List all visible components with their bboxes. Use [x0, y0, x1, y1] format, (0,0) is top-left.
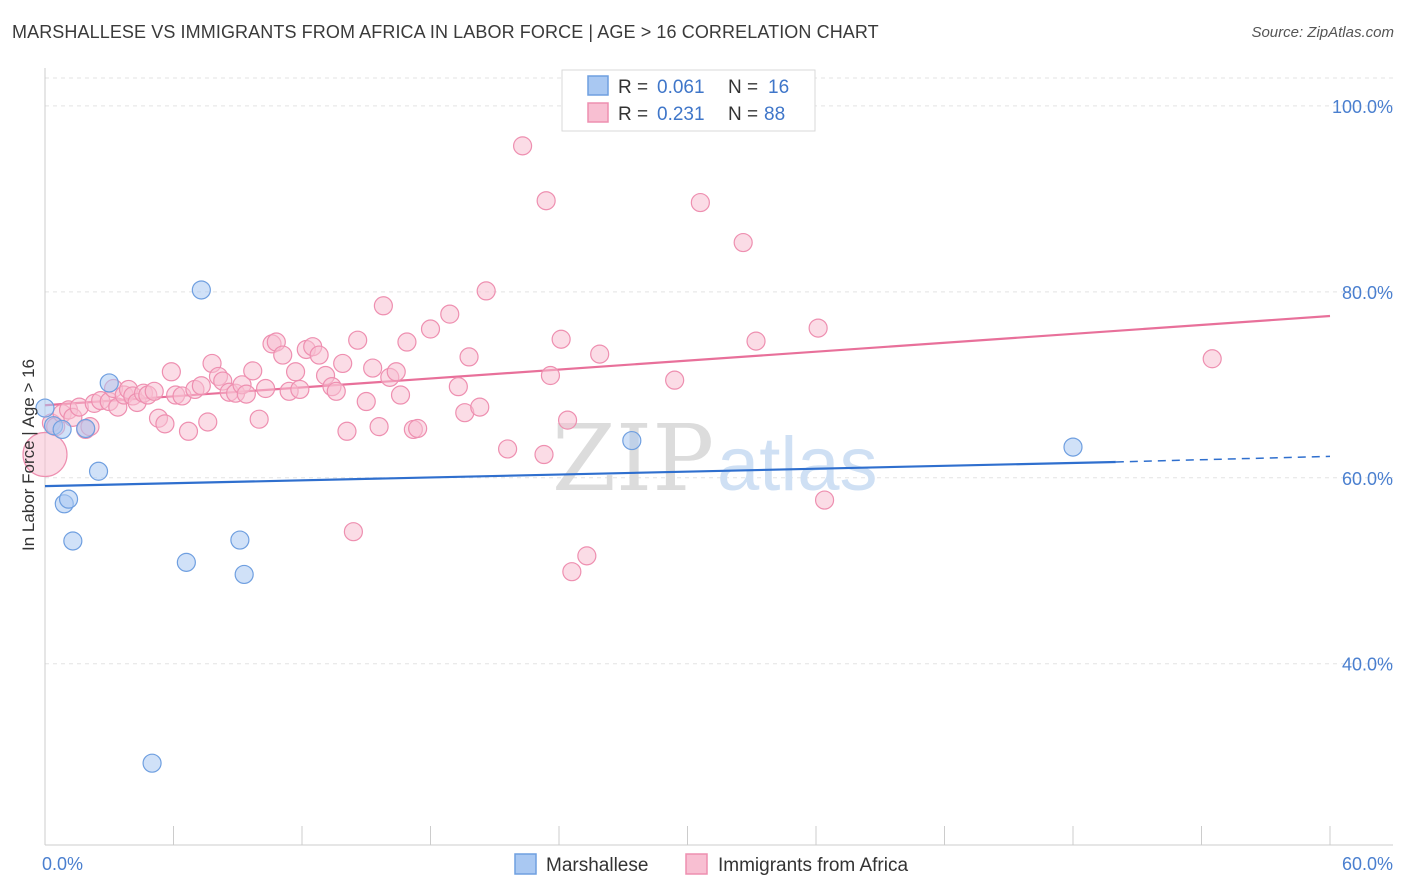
point-africa: [155, 414, 175, 434]
watermark: ZIP atlas: [552, 405, 878, 512]
trend-line-extension: [1115, 455, 1331, 463]
bottom-legend-africa: Immigrants from Africa: [718, 855, 908, 876]
point-africa: [356, 391, 376, 412]
legend-n-value: 88: [764, 104, 785, 125]
point-africa: [808, 318, 828, 338]
point-marshallese: [230, 530, 250, 550]
point-marshallese: [622, 430, 642, 451]
point-africa: [459, 347, 479, 367]
point-africa: [746, 331, 766, 351]
point-marshallese: [58, 489, 79, 509]
x-tick-label: 0.0%: [42, 854, 83, 874]
point-africa: [178, 421, 199, 441]
point-africa: [198, 412, 218, 432]
point-marshallese: [142, 753, 162, 773]
point-africa: [512, 136, 533, 156]
point-marshallese: [63, 531, 83, 551]
point-africa: [290, 379, 310, 400]
point-africa: [551, 329, 571, 349]
y-tick-label: 40.0%: [1342, 655, 1393, 675]
point-africa: [498, 439, 518, 459]
legend-r-value: 0.061: [657, 77, 705, 98]
point-africa: [249, 409, 269, 429]
point-africa: [397, 332, 417, 352]
bottom-legend-marshallese: Marshallese: [546, 855, 648, 876]
bottom-legend: Marshallese Immigrants from Africa: [514, 853, 908, 876]
legend-n-value: 16: [768, 77, 789, 98]
point-africa: [1202, 349, 1222, 369]
point-africa: [577, 546, 597, 566]
point-africa: [236, 384, 256, 404]
point-africa: [534, 444, 554, 465]
point-marshallese: [234, 564, 254, 585]
point-africa: [665, 370, 685, 390]
point-africa: [562, 562, 582, 582]
point-africa: [255, 378, 276, 399]
point-africa: [343, 522, 363, 542]
point-africa: [285, 362, 306, 382]
bottom-legend-swatch-africa: [685, 853, 708, 875]
y-tick-label: 100.0%: [1332, 97, 1393, 117]
point-africa: [476, 281, 496, 301]
point-africa: [22, 431, 68, 478]
point-africa: [309, 345, 329, 365]
y-axis-label: In Labor Force | Age > 16: [19, 359, 38, 551]
legend-swatch-marshallese: [587, 75, 609, 96]
point-africa: [333, 353, 353, 374]
point-africa: [557, 410, 578, 430]
point-africa: [690, 192, 710, 213]
legend-swatch-africa: [587, 102, 609, 123]
point-africa: [144, 381, 164, 401]
point-africa: [386, 362, 406, 382]
legend-n-label: N =: [728, 77, 758, 98]
point-marshallese: [176, 552, 196, 572]
point-africa: [420, 319, 441, 339]
point-africa: [348, 330, 368, 350]
point-africa: [536, 191, 556, 211]
watermark-zip: ZIP: [552, 405, 714, 512]
point-africa: [814, 490, 835, 510]
point-africa: [161, 362, 181, 382]
point-africa: [540, 365, 561, 386]
point-africa: [369, 417, 389, 437]
tick-labels: 40.0% 60.0% 80.0% 100.0% 0.0% 60.0%: [42, 97, 1393, 874]
point-marshallese: [1063, 437, 1083, 457]
chart-title: MARSHALLESE VS IMMIGRANTS FROM AFRICA IN…: [12, 22, 879, 42]
point-africa: [448, 377, 468, 397]
y-tick-label: 60.0%: [1342, 469, 1393, 489]
trend-line-marshallese: [44, 460, 1116, 488]
point-marshallese: [52, 419, 72, 440]
point-marshallese: [35, 398, 55, 418]
legend-r-value: 0.231: [657, 104, 705, 125]
point-africa: [337, 421, 357, 441]
point-africa: [408, 418, 428, 439]
legend: R = 0.061 N = 16 R = 0.231 N = 88: [561, 69, 816, 132]
legend-r-label: R =: [618, 104, 648, 125]
data-points: [22, 136, 1222, 773]
y-tick-label: 80.0%: [1342, 283, 1393, 303]
point-africa: [470, 397, 490, 417]
bottom-legend-swatch-marshallese: [514, 853, 537, 875]
point-africa: [733, 232, 753, 253]
point-africa: [390, 385, 411, 405]
source-label: Source: ZipAtlas.com: [1251, 24, 1394, 41]
point-africa: [363, 358, 383, 378]
point-marshallese: [99, 373, 119, 393]
point-africa: [373, 296, 393, 316]
point-africa: [243, 361, 263, 381]
point-africa: [590, 344, 610, 364]
point-marshallese: [191, 280, 211, 300]
point-marshallese: [76, 418, 96, 439]
legend-r-label: R =: [618, 77, 648, 98]
point-africa: [326, 381, 346, 401]
point-marshallese: [88, 461, 109, 481]
point-africa: [191, 376, 211, 396]
x-tick-label: 60.0%: [1342, 854, 1393, 874]
point-africa: [273, 345, 293, 365]
point-africa: [440, 304, 460, 324]
watermark-atlas: atlas: [717, 422, 878, 507]
legend-n-label: N =: [728, 104, 758, 125]
